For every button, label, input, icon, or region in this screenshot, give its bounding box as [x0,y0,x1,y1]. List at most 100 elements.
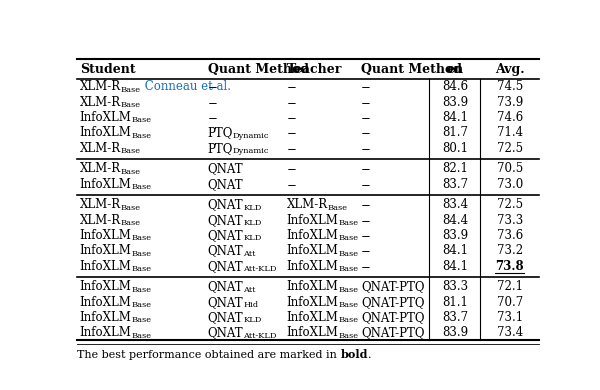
Text: Base: Base [131,332,152,340]
Text: QNAT: QNAT [208,311,243,324]
Text: −: − [208,80,217,93]
Text: PTQ: PTQ [208,126,233,139]
Text: Base: Base [338,285,358,294]
Text: PTQ: PTQ [208,142,233,155]
Text: 81.7: 81.7 [442,126,468,139]
Text: 83.9: 83.9 [442,326,468,339]
Text: −: − [287,142,296,155]
Text: InfoXLM: InfoXLM [80,126,131,139]
Text: InfoXLM: InfoXLM [287,311,338,324]
Text: QNAT: QNAT [208,162,243,176]
Text: −: − [208,111,217,124]
Text: InfoXLM: InfoXLM [80,229,131,242]
Text: InfoXLM: InfoXLM [287,214,338,227]
Text: 73.1: 73.1 [497,311,523,324]
Text: en: en [446,62,463,76]
Text: 83.9: 83.9 [442,229,468,242]
Text: 71.4: 71.4 [497,126,523,139]
Text: InfoXLM: InfoXLM [80,311,131,324]
Text: −: − [287,80,296,93]
Text: −: − [361,111,371,124]
Text: InfoXLM: InfoXLM [80,326,131,339]
Text: Base: Base [131,250,152,257]
Text: QNAT: QNAT [208,260,243,273]
Text: QNAT-PTQ: QNAT-PTQ [361,311,424,324]
Text: XLM-R: XLM-R [80,199,121,211]
Text: 81.1: 81.1 [442,296,468,309]
Text: Base: Base [121,219,141,227]
Text: 80.1: 80.1 [442,142,468,155]
Text: QNAT: QNAT [208,296,243,309]
Text: Base: Base [338,332,358,340]
Text: Teacher: Teacher [287,62,342,76]
Text: 82.1: 82.1 [442,162,468,176]
Text: Base: Base [131,131,152,140]
Text: 73.3: 73.3 [497,214,523,227]
Text: Avg.: Avg. [495,62,524,76]
Text: Att: Att [243,285,256,294]
Text: Base: Base [121,85,141,94]
Text: Dynamic: Dynamic [233,131,269,140]
Text: Base: Base [131,234,152,242]
Text: −: − [361,245,371,257]
Text: KLD: KLD [243,316,262,324]
Text: QNAT: QNAT [208,199,243,211]
Text: −: − [361,178,371,191]
Text: 70.7: 70.7 [497,296,523,309]
Text: Base: Base [121,147,141,155]
Text: KLD: KLD [243,234,262,242]
Text: XLM-R: XLM-R [80,214,121,227]
Text: bold: bold [341,349,368,360]
Text: −: − [361,260,371,273]
Text: −: − [361,162,371,176]
Text: QNAT: QNAT [208,178,243,191]
Text: InfoXLM: InfoXLM [287,280,338,293]
Text: 83.9: 83.9 [442,96,468,109]
Text: Att-KLD: Att-KLD [243,265,277,273]
Text: Base: Base [131,116,152,124]
Text: −: − [287,178,296,191]
Text: InfoXLM: InfoXLM [287,260,338,273]
Text: .: . [368,350,372,360]
Text: Base: Base [131,285,152,294]
Text: InfoXLM: InfoXLM [80,296,131,309]
Text: −: − [361,142,371,155]
Text: Base: Base [338,316,358,324]
Text: InfoXLM: InfoXLM [80,245,131,257]
Text: Base: Base [338,234,358,242]
Text: −: − [361,199,371,211]
Text: XLM-R: XLM-R [80,96,121,109]
Text: Quant Method: Quant Method [361,62,462,76]
Text: Base: Base [121,168,141,176]
Text: Base: Base [338,301,358,309]
Text: 84.4: 84.4 [442,214,468,227]
Text: 73.2: 73.2 [497,245,523,257]
Text: 73.0: 73.0 [497,178,523,191]
Text: InfoXLM: InfoXLM [80,178,131,191]
Text: QNAT-PTQ: QNAT-PTQ [361,326,424,339]
Text: QNAT-PTQ: QNAT-PTQ [361,296,424,309]
Text: KLD: KLD [243,219,262,227]
Text: InfoXLM: InfoXLM [80,260,131,273]
Text: −: − [287,126,296,139]
Text: −: − [361,126,371,139]
Text: Base: Base [121,204,141,212]
Text: 72.5: 72.5 [497,142,523,155]
Text: 84.6: 84.6 [442,80,468,93]
Text: XLM-R: XLM-R [80,142,121,155]
Text: Dynamic: Dynamic [233,147,269,155]
Text: Base: Base [131,265,152,273]
Text: XLM-R: XLM-R [80,162,121,176]
Text: Base: Base [328,204,348,212]
Text: InfoXLM: InfoXLM [287,326,338,339]
Text: XLM-R: XLM-R [80,80,121,93]
Text: −: − [361,214,371,227]
Text: 70.5: 70.5 [497,162,523,176]
Text: 74.5: 74.5 [497,80,523,93]
Text: Hid: Hid [243,301,258,309]
Text: Base: Base [131,316,152,324]
Text: InfoXLM: InfoXLM [287,296,338,309]
Text: −: − [361,229,371,242]
Text: 72.5: 72.5 [497,199,523,211]
Text: 84.1: 84.1 [442,111,468,124]
